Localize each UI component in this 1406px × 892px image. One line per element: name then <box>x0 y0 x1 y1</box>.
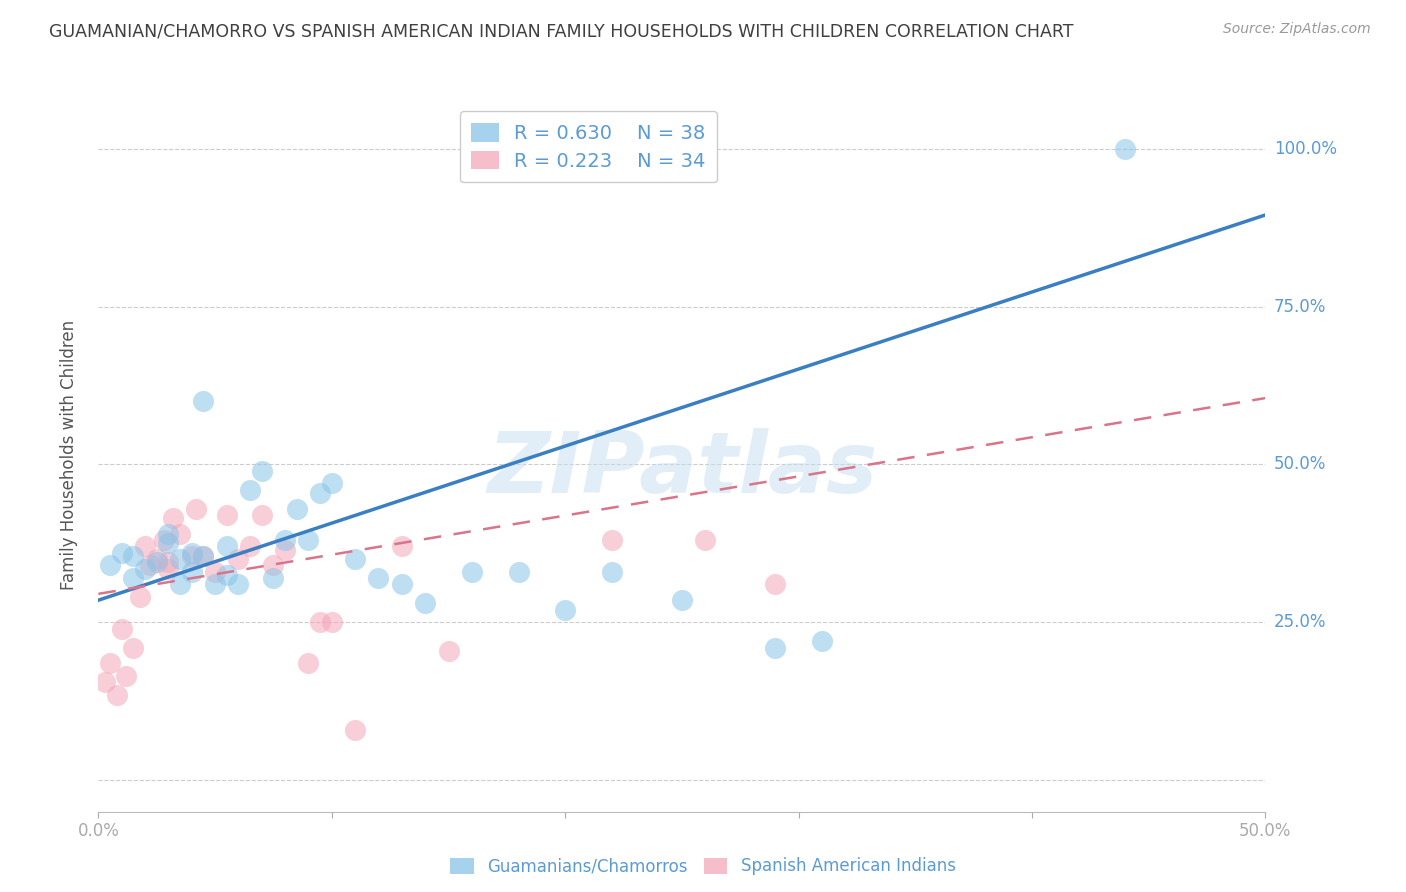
Point <box>157 526 180 541</box>
Point <box>180 565 202 579</box>
Text: 75.0%: 75.0% <box>1274 298 1326 316</box>
Point <box>122 640 145 655</box>
Point <box>105 688 128 702</box>
Point <box>169 552 191 566</box>
Point <box>134 561 156 575</box>
Point <box>129 590 152 604</box>
Point <box>321 615 343 630</box>
Point <box>600 565 623 579</box>
Point <box>274 542 297 557</box>
Point <box>391 577 413 591</box>
Point <box>122 571 145 585</box>
Point <box>309 615 332 630</box>
Text: 50.0%: 50.0% <box>1274 456 1326 474</box>
Point <box>98 558 121 573</box>
Point <box>367 571 389 585</box>
Point <box>204 565 226 579</box>
Point <box>215 568 238 582</box>
Point <box>228 577 250 591</box>
Point <box>274 533 297 548</box>
Point <box>115 669 138 683</box>
Text: ZIPatlas: ZIPatlas <box>486 427 877 511</box>
Point <box>193 549 215 563</box>
Point <box>321 476 343 491</box>
Point <box>186 501 208 516</box>
Point <box>250 464 273 478</box>
Point <box>413 596 436 610</box>
Point <box>180 546 202 560</box>
Point <box>111 546 134 560</box>
Point <box>262 571 284 585</box>
Point <box>297 657 319 671</box>
Point <box>671 593 693 607</box>
Point <box>344 552 367 566</box>
Point <box>239 483 262 497</box>
Point <box>111 622 134 636</box>
Point <box>204 577 226 591</box>
Point <box>297 533 319 548</box>
Point <box>763 577 786 591</box>
Point <box>193 394 215 409</box>
Point <box>162 511 184 525</box>
Point <box>437 643 460 657</box>
Text: GUAMANIAN/CHAMORRO VS SPANISH AMERICAN INDIAN FAMILY HOUSEHOLDS WITH CHILDREN CO: GUAMANIAN/CHAMORRO VS SPANISH AMERICAN I… <box>49 22 1074 40</box>
Point <box>250 508 273 522</box>
Point <box>811 634 834 648</box>
Point <box>157 536 180 550</box>
Point <box>285 501 308 516</box>
Point <box>763 640 786 655</box>
Y-axis label: Family Households with Children: Family Households with Children <box>59 320 77 590</box>
Point <box>391 540 413 554</box>
Point <box>157 561 180 575</box>
Point <box>344 723 367 737</box>
Point <box>169 577 191 591</box>
Legend: R = 0.630    N = 38, R = 0.223    N = 34: R = 0.630 N = 38, R = 0.223 N = 34 <box>460 112 717 182</box>
Point <box>134 540 156 554</box>
Point <box>146 555 169 569</box>
Point <box>169 526 191 541</box>
Point <box>157 555 180 569</box>
Point <box>1114 142 1136 156</box>
Point <box>508 565 530 579</box>
Point <box>152 533 174 548</box>
Point <box>600 533 623 548</box>
Point <box>98 657 121 671</box>
Point <box>139 558 162 573</box>
Legend: Guamanians/Chamorros, Spanish American Indians: Guamanians/Chamorros, Spanish American I… <box>443 851 963 882</box>
Text: 25.0%: 25.0% <box>1274 614 1326 632</box>
Point <box>554 602 576 616</box>
Point <box>122 549 145 563</box>
Point <box>193 549 215 563</box>
Point <box>228 552 250 566</box>
Text: 100.0%: 100.0% <box>1274 140 1337 158</box>
Point <box>695 533 717 548</box>
Point <box>262 558 284 573</box>
Point <box>180 549 202 563</box>
Point <box>215 508 238 522</box>
Point <box>309 485 332 500</box>
Point <box>239 540 262 554</box>
Point <box>146 552 169 566</box>
Point <box>94 675 117 690</box>
Point <box>461 565 484 579</box>
Text: Source: ZipAtlas.com: Source: ZipAtlas.com <box>1223 22 1371 37</box>
Point <box>215 540 238 554</box>
